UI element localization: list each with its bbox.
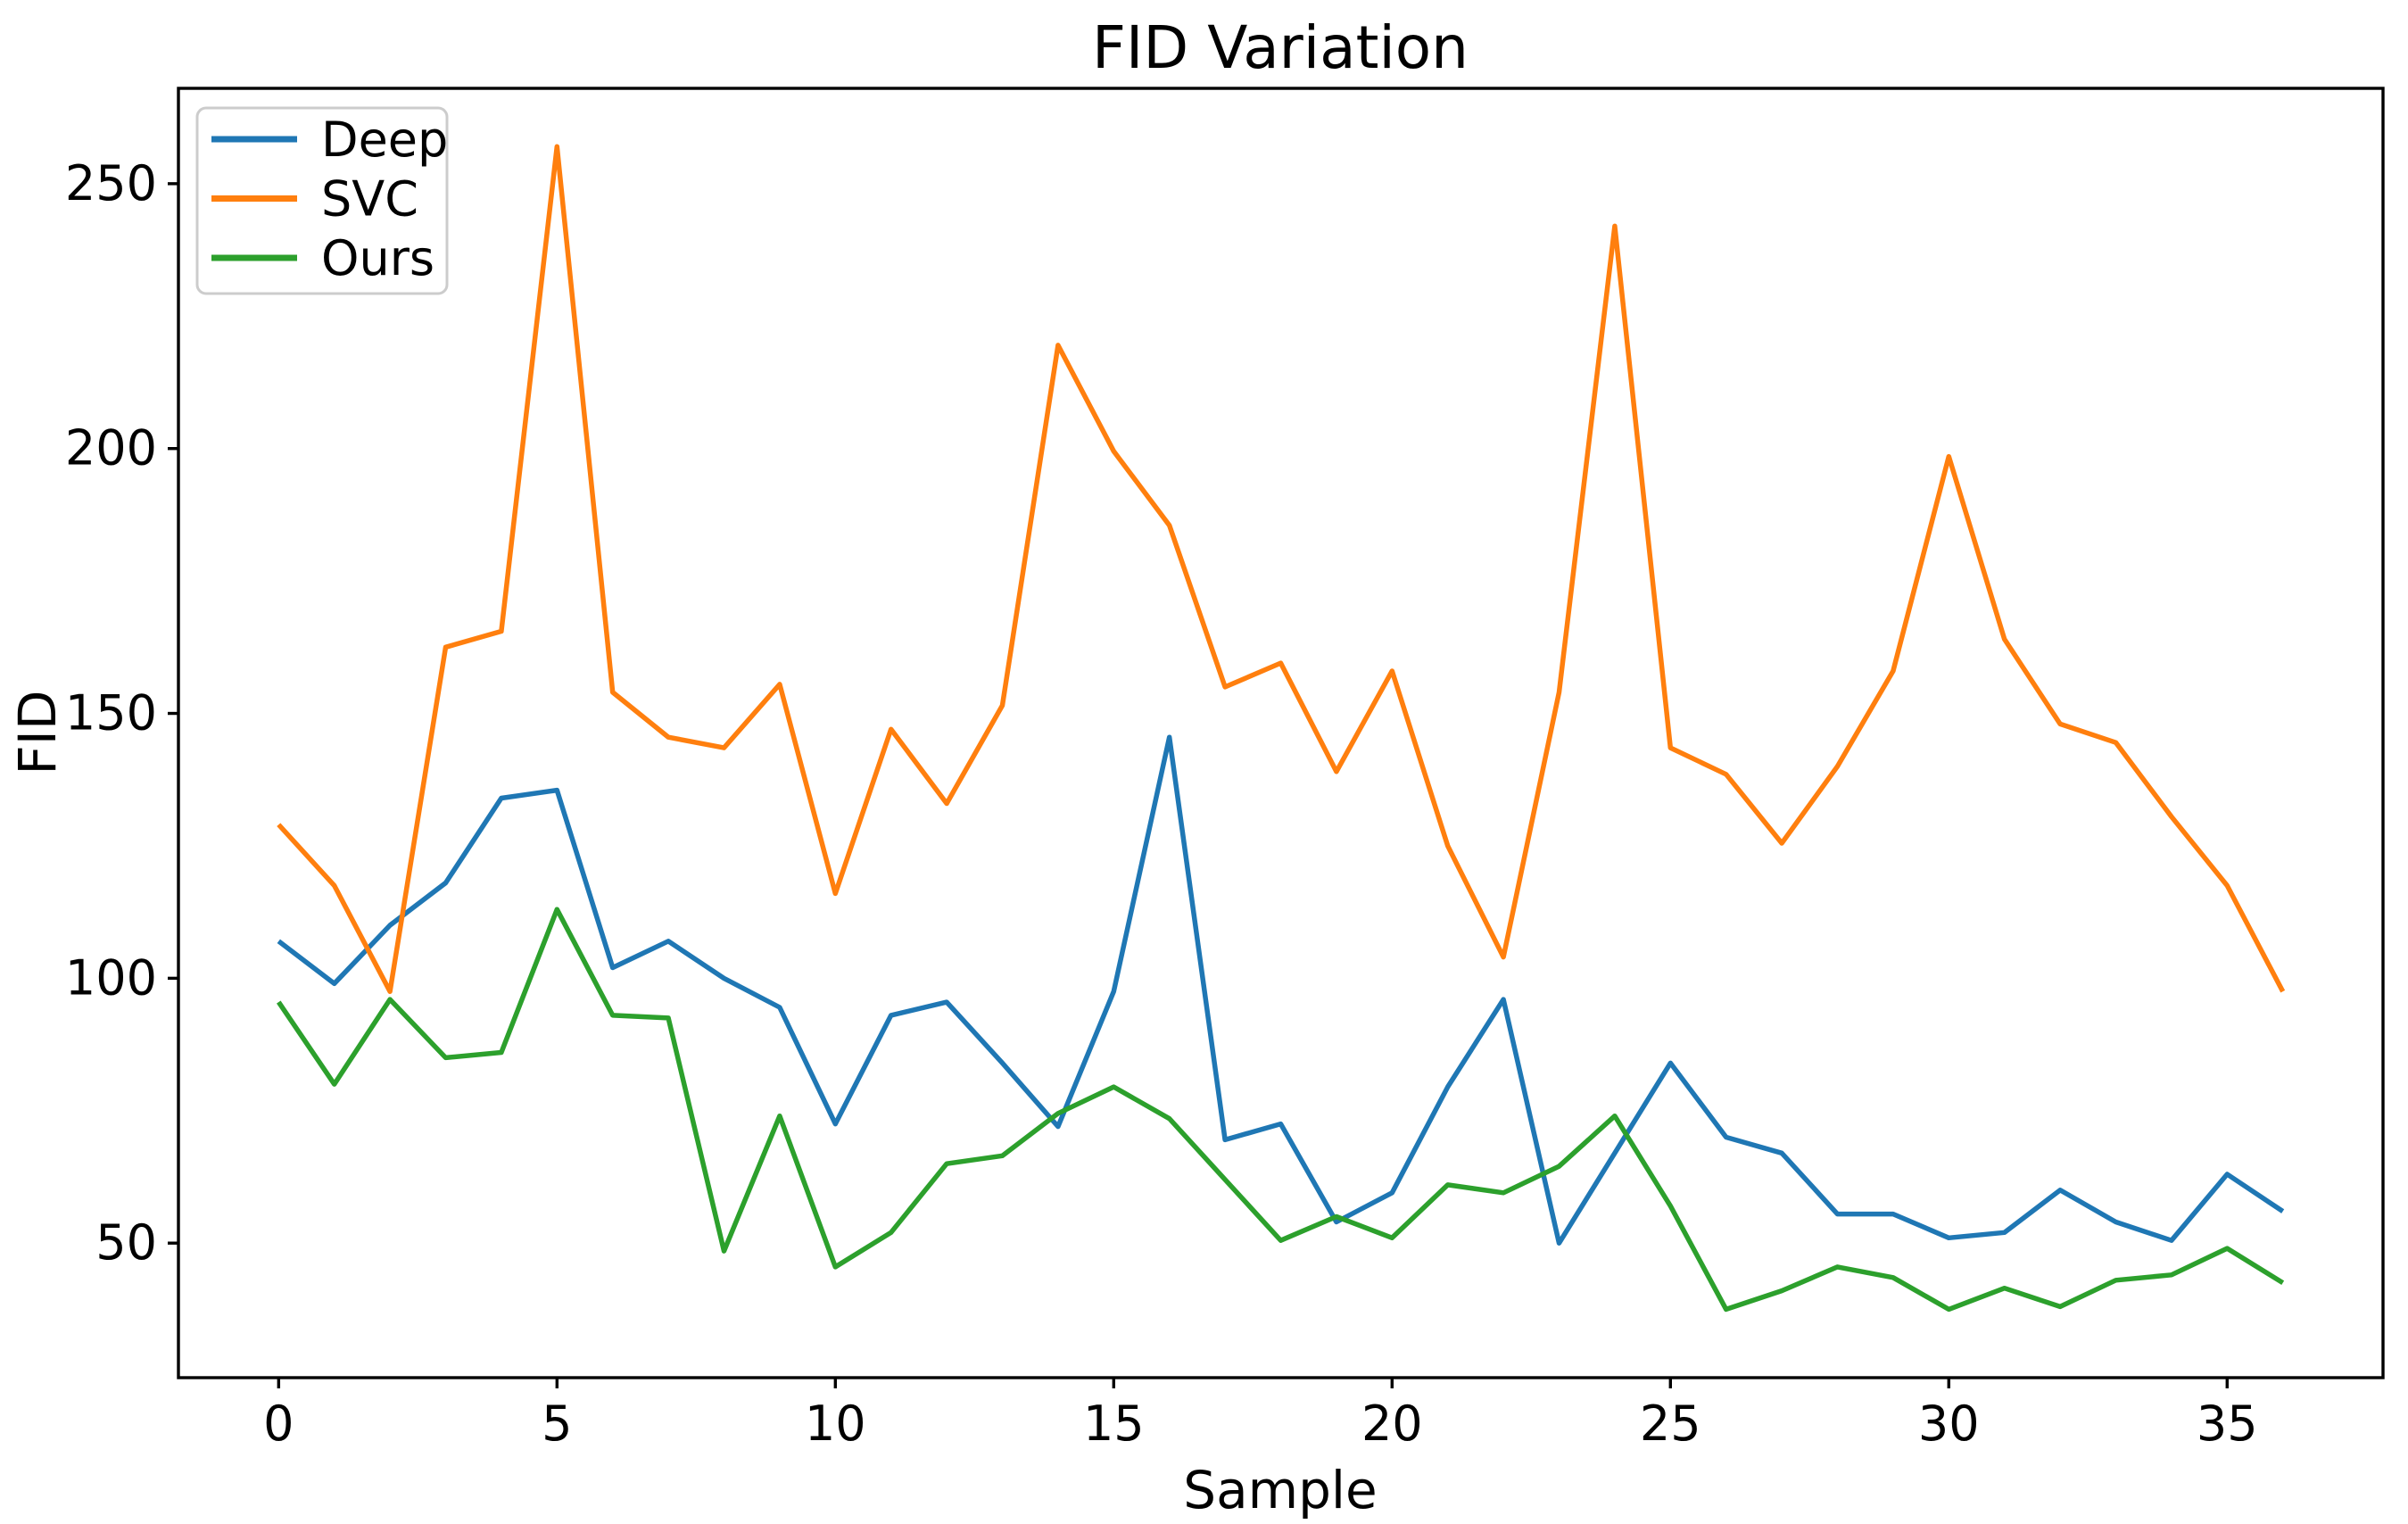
- y-tick-label: 250: [65, 155, 157, 211]
- x-tick-label: 0: [263, 1396, 294, 1452]
- line-svc: [277, 144, 2286, 994]
- y-tick-label: 50: [95, 1214, 157, 1271]
- legend-box: [195, 106, 449, 295]
- data-series-lines: [277, 144, 2286, 1313]
- x-tick-label: 10: [805, 1396, 866, 1452]
- y-tick-label: 100: [65, 949, 157, 1006]
- line-ours: [277, 907, 2285, 1313]
- y-tick-label: 200: [65, 420, 157, 476]
- x-tick-label: 30: [1918, 1396, 1980, 1452]
- legend-label-ours: Ours: [321, 230, 434, 286]
- x-tick-label: 5: [542, 1396, 572, 1452]
- x-axis-ticks: 0 5 10 15 20 25 30 35: [263, 1378, 2258, 1452]
- x-axis-label: Sample: [1183, 1460, 1377, 1520]
- y-axis-ticks: 50 100 150 200 250: [65, 155, 178, 1271]
- x-tick-label: 25: [1640, 1396, 1701, 1452]
- line-deep: [277, 734, 2285, 1246]
- x-tick-label: 20: [1361, 1396, 1423, 1452]
- legend-label-svc: SVC: [321, 171, 418, 228]
- x-tick-label: 35: [2197, 1396, 2258, 1452]
- plot-area: [177, 87, 2385, 1379]
- y-tick-label: 150: [65, 685, 157, 741]
- y-axis-label: FID: [7, 690, 68, 774]
- legend-label-deep: Deep: [321, 112, 448, 168]
- chart-title: FID Variation: [1092, 13, 1469, 82]
- x-tick-label: 15: [1083, 1396, 1145, 1452]
